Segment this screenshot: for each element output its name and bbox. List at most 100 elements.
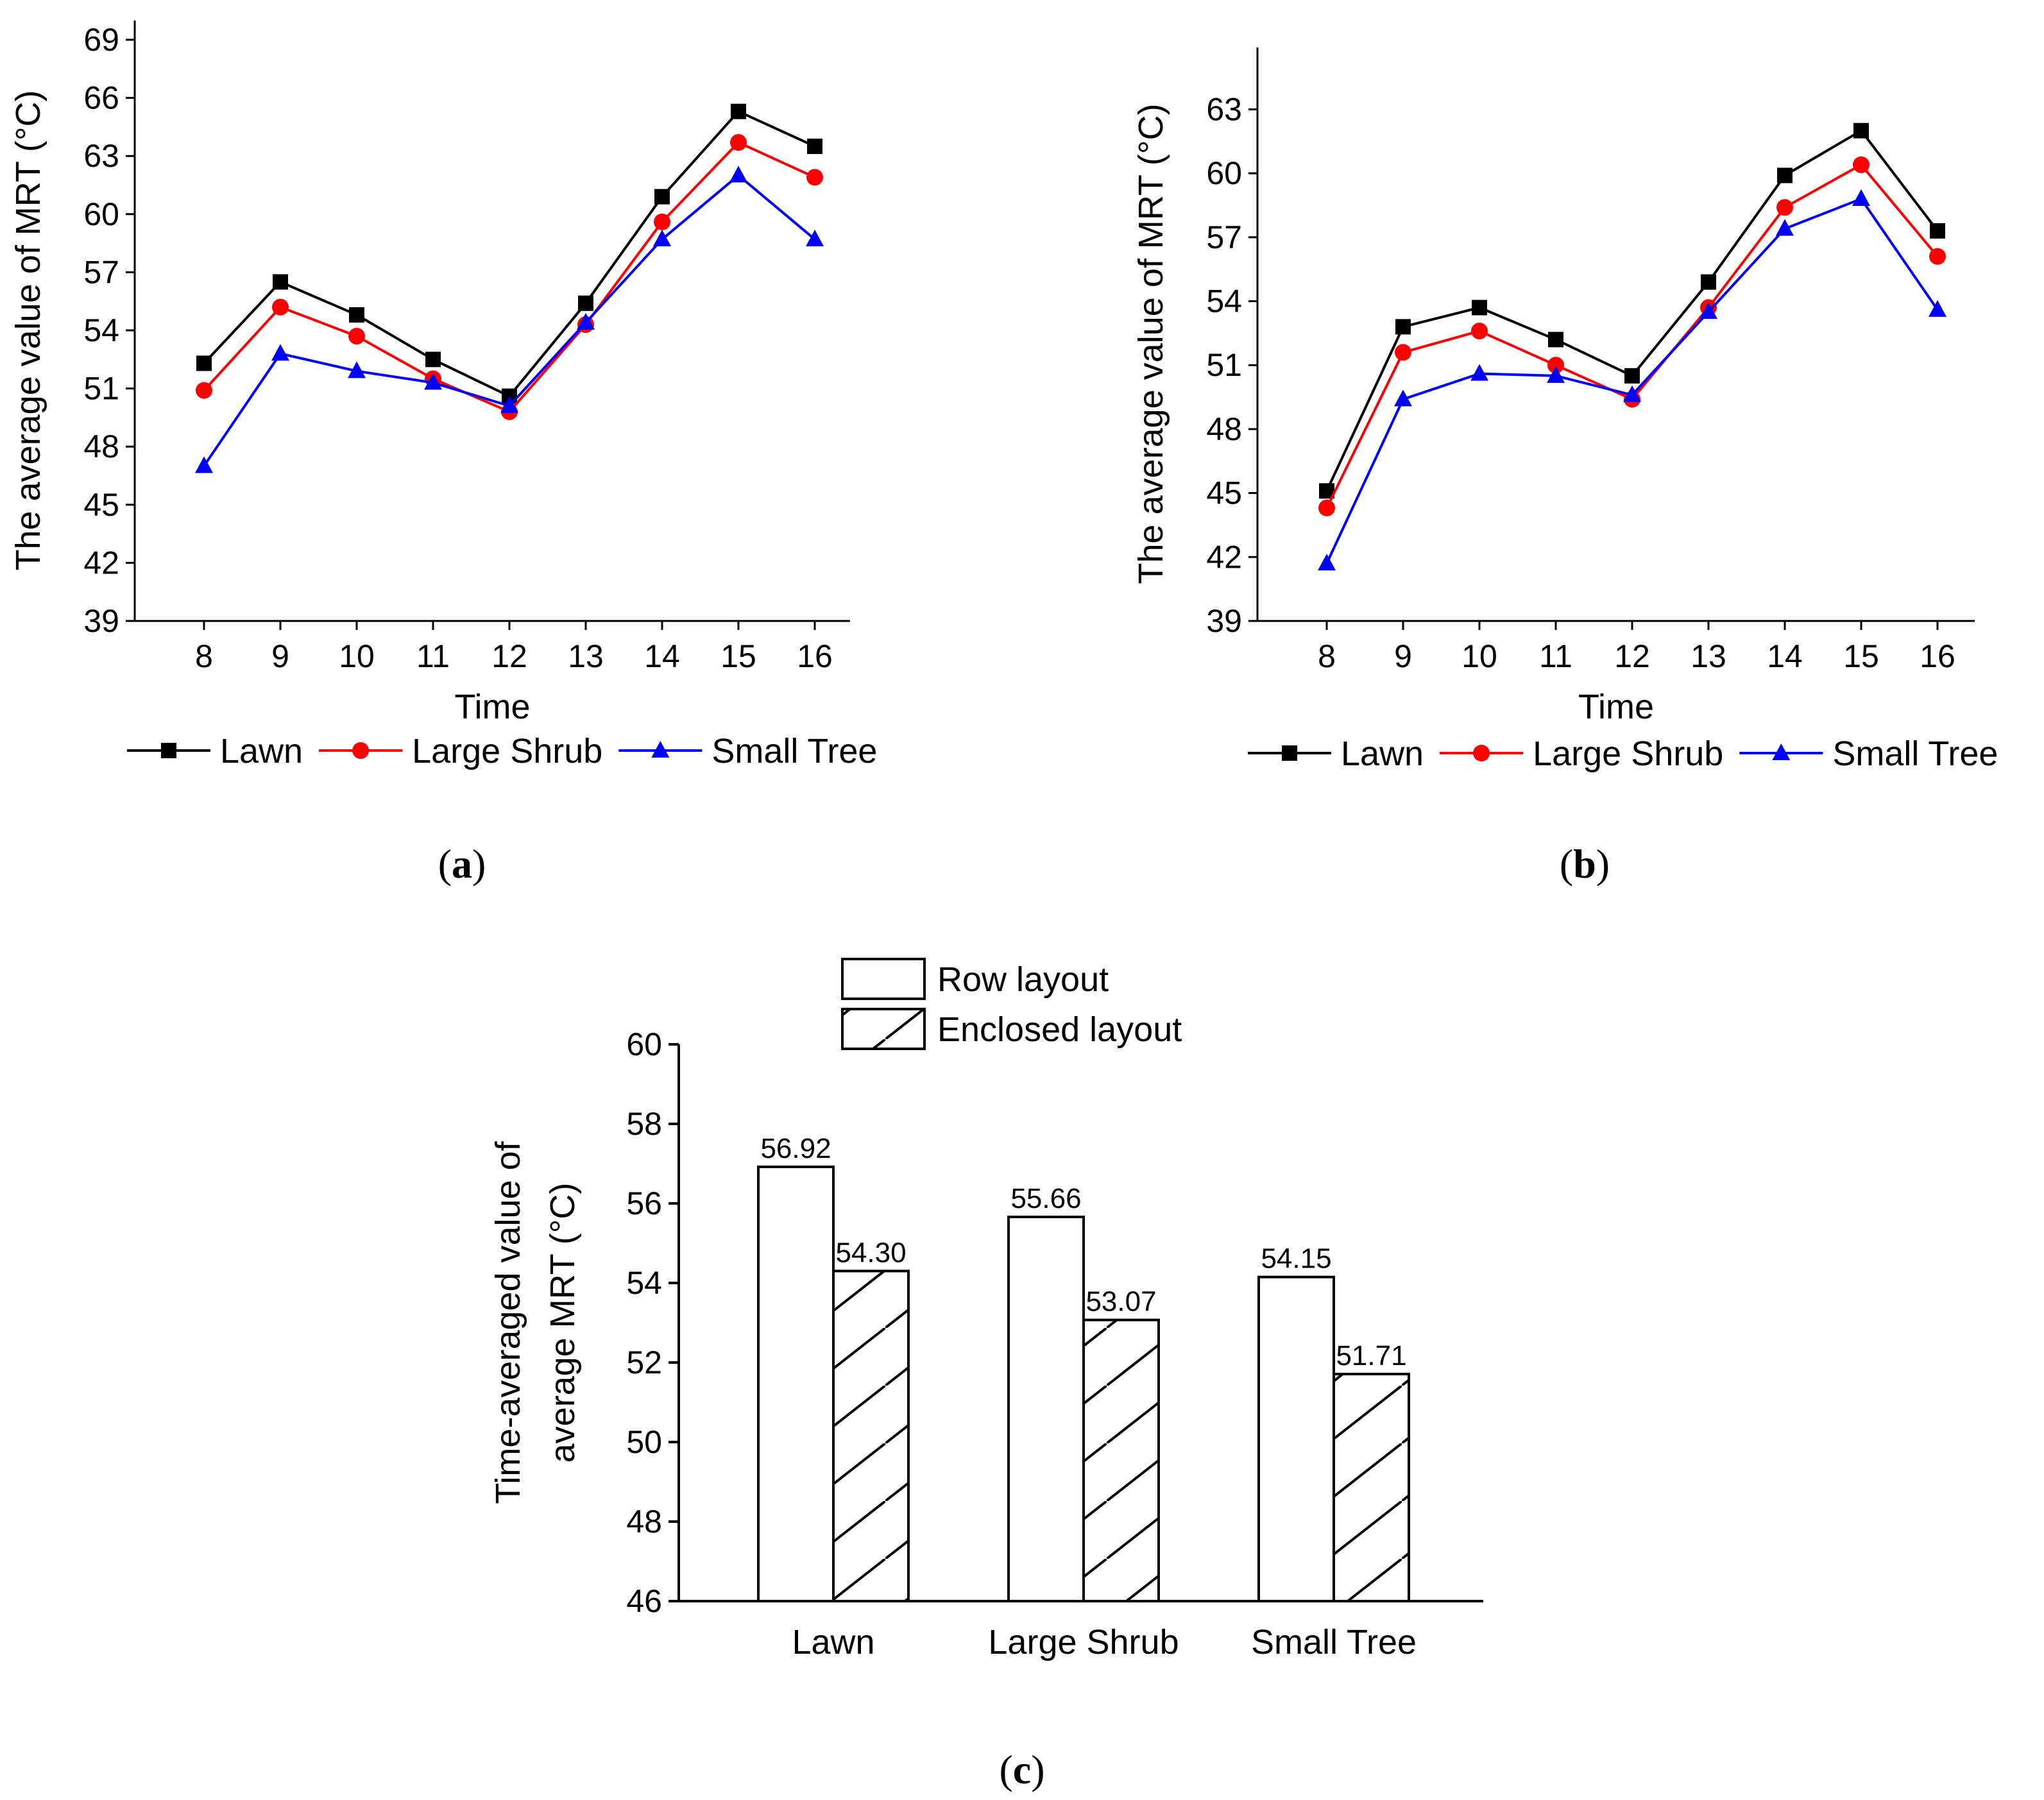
caption-b: (b) bbox=[1560, 841, 1610, 887]
chart-c-legend-enclosed-layout-swatch bbox=[841, 1008, 926, 1050]
chart-c-y-axis-title-line-1: Time-averaged value of bbox=[489, 1141, 527, 1504]
chart-b-xtick-label-10: 10 bbox=[1461, 638, 1497, 674]
chart-b-point-lawn-11 bbox=[1548, 332, 1563, 348]
chart-a-legend-small-tree-marker bbox=[651, 741, 670, 758]
chart-a-xtick-label-11: 11 bbox=[416, 638, 450, 674]
chart-b-point-small-tree-16 bbox=[1929, 300, 1946, 317]
chart-b-point-large-shrub-10 bbox=[1471, 323, 1488, 340]
chart-a-xtick-label-16: 16 bbox=[797, 638, 833, 674]
chart-a-point-small-tree-10 bbox=[348, 361, 366, 378]
chart-a-series-small-tree-line bbox=[203, 173, 816, 467]
chart-c-legend-row-layout-label: Row layout bbox=[937, 960, 1109, 999]
chart-b-legend-large-shrub-label: Large Shrub bbox=[1533, 734, 1723, 773]
chart-b-xtick-label-15: 15 bbox=[1843, 638, 1879, 674]
chart-a-point-small-tree-13 bbox=[577, 312, 595, 330]
chart-c-bar-row-layout-small-tree bbox=[1257, 1275, 1335, 1602]
chart-b-point-lawn-9 bbox=[1395, 319, 1411, 335]
chart-a-point-small-tree-12 bbox=[500, 396, 518, 413]
chart-b-point-small-tree-9 bbox=[1394, 389, 1412, 407]
chart-c-category-label-small-tree: Small Tree bbox=[1251, 1623, 1417, 1661]
chart-b-point-small-tree-10 bbox=[1470, 364, 1488, 381]
chart-a-point-large-shrub-14 bbox=[654, 213, 670, 230]
chart-a-ytick-label-66: 66 bbox=[83, 80, 119, 116]
chart-b-legend-small-tree-marker bbox=[1772, 743, 1791, 760]
chart-a-series-large-shrub-line bbox=[203, 140, 815, 414]
chart-a-ytick-label-69: 69 bbox=[83, 22, 119, 58]
chart-a-series-lawn-line bbox=[203, 110, 815, 398]
chart-b-point-small-tree-8 bbox=[1318, 554, 1336, 571]
chart-b-point-lawn-16 bbox=[1930, 223, 1945, 239]
chart-c-time-averaged-mrt: 46 48 50 52 54 56 58 60 56.92 54.30 Lawn 55.66 53.07… bbox=[489, 958, 1483, 1661]
chart-a-legend-small-tree-label: Small Tree bbox=[711, 732, 877, 770]
chart-a-mrt-row-layout: 39 42 45 48 51 54 57 60 63 66 69 8 9 10 11 12 13 14 15 16 Ti… bbox=[9, 21, 877, 770]
chart-b-point-large-shrub-16 bbox=[1929, 248, 1946, 265]
chart-b-series-large-shrub-line bbox=[1325, 163, 1939, 509]
chart-b-ytick-label-54: 54 bbox=[1206, 284, 1242, 319]
chart-a-ytick-label-42: 42 bbox=[83, 545, 119, 581]
chart-c-bar-label-enclosed-layout-small-tree: 51.71 bbox=[1336, 1340, 1406, 1371]
chart-a-point-large-shrub-8 bbox=[196, 382, 212, 399]
chart-b-x-axis-title: Time bbox=[1578, 688, 1654, 726]
chart-b-point-large-shrub-9 bbox=[1395, 344, 1411, 361]
chart-b-mrt-enclosed-layout: 39 42 45 48 51 54 57 60 63 8 9 10 11 12 13 14 15 16 Time Th… bbox=[1132, 47, 1998, 773]
chart-a-ytick-label-57: 57 bbox=[83, 254, 119, 290]
chart-a-xtick-label-14: 14 bbox=[644, 638, 680, 674]
chart-c-ytick-label-54: 54 bbox=[626, 1265, 662, 1301]
chart-c-ytick-label-46: 46 bbox=[626, 1583, 662, 1619]
chart-a-xtick-label-10: 10 bbox=[339, 638, 375, 674]
chart-c-bar-enclosed-layout-large-shrub bbox=[1082, 1318, 1160, 1602]
chart-c-ytick-label-58: 58 bbox=[626, 1106, 662, 1142]
chart-b-point-small-tree-15 bbox=[1852, 189, 1870, 207]
chart-a-xtick-label-8: 8 bbox=[195, 638, 213, 674]
chart-b-y-axis-title: The average value of MRT (°C) bbox=[1132, 104, 1170, 584]
chart-c-bar-label-row-layout-lawn: 56.92 bbox=[760, 1133, 831, 1164]
chart-a-legend-lawn-marker bbox=[161, 743, 176, 758]
chart-a-point-lawn-11 bbox=[425, 352, 441, 368]
chart-c-bar-label-row-layout-small-tree: 54.15 bbox=[1261, 1243, 1331, 1275]
chart-b-point-small-tree-13 bbox=[1699, 302, 1717, 319]
chart-a-xtick-label-15: 15 bbox=[720, 638, 756, 674]
chart-b-xtick-label-8: 8 bbox=[1318, 638, 1336, 674]
chart-b-legend-large-shrub-marker bbox=[1473, 745, 1490, 761]
chart-b-xtick-label-12: 12 bbox=[1614, 638, 1650, 674]
chart-b-point-lawn-15 bbox=[1853, 123, 1869, 139]
chart-a-legend-large-shrub-label: Large Shrub bbox=[412, 732, 602, 770]
chart-b-xtick-label-9: 9 bbox=[1394, 638, 1412, 674]
chart-b-point-lawn-10 bbox=[1472, 300, 1487, 316]
chart-b-point-large-shrub-15 bbox=[1853, 156, 1869, 173]
chart-b-ytick-label-48: 48 bbox=[1206, 411, 1242, 447]
chart-a-point-small-tree-16 bbox=[806, 230, 824, 247]
chart-a-point-large-shrub-10 bbox=[348, 328, 365, 345]
chart-b-legend-lawn-label: Lawn bbox=[1341, 734, 1424, 773]
chart-a-point-lawn-9 bbox=[273, 274, 288, 290]
chart-c-category-label-lawn: Lawn bbox=[792, 1623, 874, 1661]
chart-b-ytick-label-42: 42 bbox=[1206, 539, 1242, 575]
chart-b-legend-small-tree-label: Small Tree bbox=[1832, 734, 1998, 773]
chart-b-ytick-label-45: 45 bbox=[1206, 475, 1242, 511]
chart-c-bar-row-layout-lawn bbox=[757, 1165, 835, 1602]
chart-a-point-large-shrub-9 bbox=[272, 298, 289, 316]
chart-b-point-lawn-13 bbox=[1701, 274, 1716, 290]
caption-a: (a) bbox=[438, 841, 486, 887]
chart-a-point-lawn-14 bbox=[654, 189, 670, 205]
chart-b-point-large-shrub-8 bbox=[1318, 499, 1335, 516]
chart-c-ytick-label-48: 48 bbox=[626, 1504, 662, 1540]
chart-a-ytick-label-48: 48 bbox=[83, 429, 119, 464]
chart-a-xtick-label-9: 9 bbox=[271, 638, 289, 674]
chart-a-xtick-label-12: 12 bbox=[491, 638, 527, 674]
chart-b-xtick-label-13: 13 bbox=[1691, 638, 1726, 674]
chart-b-point-large-shrub-11 bbox=[1547, 357, 1564, 374]
chart-a-point-small-tree-9 bbox=[271, 344, 289, 361]
chart-c-ytick-label-56: 56 bbox=[626, 1185, 662, 1221]
chart-a-point-small-tree-11 bbox=[424, 373, 442, 390]
chart-a-ytick-label-51: 51 bbox=[83, 371, 119, 407]
chart-c-y-axis-title-line-2: average MRT (°C) bbox=[543, 1183, 582, 1463]
chart-c-ytick-label-52: 52 bbox=[626, 1345, 662, 1380]
chart-b-ytick-label-60: 60 bbox=[1206, 155, 1242, 191]
chart-c-legend-row-layout-swatch bbox=[841, 958, 926, 1000]
chart-b-ytick-label-63: 63 bbox=[1206, 91, 1242, 127]
chart-b-legend-lawn-marker bbox=[1282, 745, 1297, 761]
chart-c-bar-label-enclosed-layout-large-shrub: 53.07 bbox=[1086, 1286, 1156, 1318]
chart-a-point-lawn-13 bbox=[578, 295, 593, 311]
chart-a-ytick-label-60: 60 bbox=[83, 196, 119, 232]
